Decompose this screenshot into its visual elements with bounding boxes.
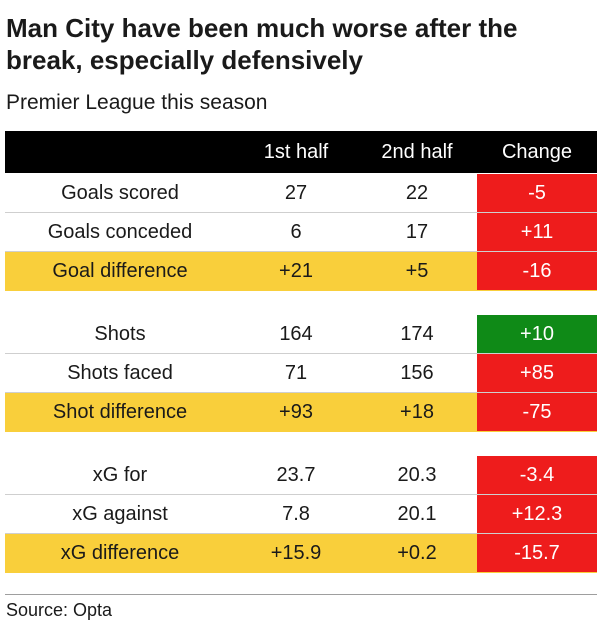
header-second-half: 2nd half (381, 141, 453, 163)
second-half-value: +0.2 (397, 542, 437, 564)
second-half-value: 20.1 (397, 503, 437, 525)
change-badge-negative: -5 (477, 174, 597, 212)
chart-subtitle: Premier League this season (6, 91, 268, 114)
table-row: Goals conceded 6 17 +11 (5, 213, 597, 252)
row-divider (5, 533, 597, 534)
first-half-value: +93 (279, 401, 313, 423)
change-badge-negative: +11 (477, 213, 597, 251)
change-badge-negative: -3.4 (477, 456, 597, 494)
row-label: xG difference (60, 542, 180, 564)
second-half-value: 156 (400, 362, 434, 384)
second-half-value: 22 (405, 182, 429, 204)
first-half-value: 6 (290, 221, 302, 243)
second-half-value: 17 (405, 221, 429, 243)
table-row: xG against 7.8 20.1 +12.3 (5, 495, 597, 534)
table-row: Goal difference +21 +5 -16 (5, 252, 597, 291)
row-divider (5, 494, 597, 495)
first-half-value: +21 (279, 260, 313, 282)
row-divider (5, 392, 597, 393)
first-half-value: 7.8 (282, 503, 310, 525)
table-row: Shots 164 174 +10 (5, 315, 597, 354)
second-half-value: 174 (400, 323, 434, 345)
first-half-value: +15.9 (270, 542, 322, 564)
second-half-value: 20.3 (397, 464, 437, 486)
footer-divider (5, 594, 597, 595)
first-half-value: 71 (284, 362, 308, 384)
table-header: 1st half 2nd half Change (5, 131, 597, 173)
table-row: Goals scored 27 22 -5 (5, 174, 597, 213)
first-half-value: 27 (284, 182, 308, 204)
second-half-value: +5 (405, 260, 429, 282)
header-label-column (5, 131, 235, 173)
change-badge-negative: +85 (477, 354, 597, 392)
row-label: Goals conceded (47, 221, 193, 243)
row-label: Shots faced (67, 362, 173, 384)
row-label: Shot difference (52, 401, 188, 423)
row-label: Goals scored (61, 182, 179, 204)
table-row: xG for 23.7 20.3 -3.4 (5, 456, 597, 495)
change-badge-negative: -75 (477, 393, 597, 431)
first-half-value: 23.7 (276, 464, 316, 486)
row-divider (5, 353, 597, 354)
row-label: xG for (92, 464, 148, 486)
change-badge-negative: +12.3 (477, 495, 597, 533)
row-label: Goal difference (52, 260, 188, 282)
header-change: Change (501, 141, 573, 163)
change-badge-negative: -15.7 (477, 534, 597, 572)
row-divider (5, 251, 597, 252)
table-row: Shots faced 71 156 +85 (5, 354, 597, 393)
second-half-value: +18 (400, 401, 434, 423)
change-badge-negative: -16 (477, 252, 597, 290)
row-label: Shots (94, 323, 146, 345)
change-badge-positive: +10 (477, 315, 597, 353)
source-note: Source: Opta (6, 600, 113, 620)
table-row: Shot difference +93 +18 -75 (5, 393, 597, 432)
row-label: xG against (72, 503, 168, 525)
row-divider (5, 212, 597, 213)
table-row: xG difference +15.9 +0.2 -15.7 (5, 534, 597, 573)
first-half-value: 164 (279, 323, 313, 345)
chart-title: Man City have been much worse after the … (6, 13, 518, 75)
header-first-half: 1st half (263, 141, 329, 163)
